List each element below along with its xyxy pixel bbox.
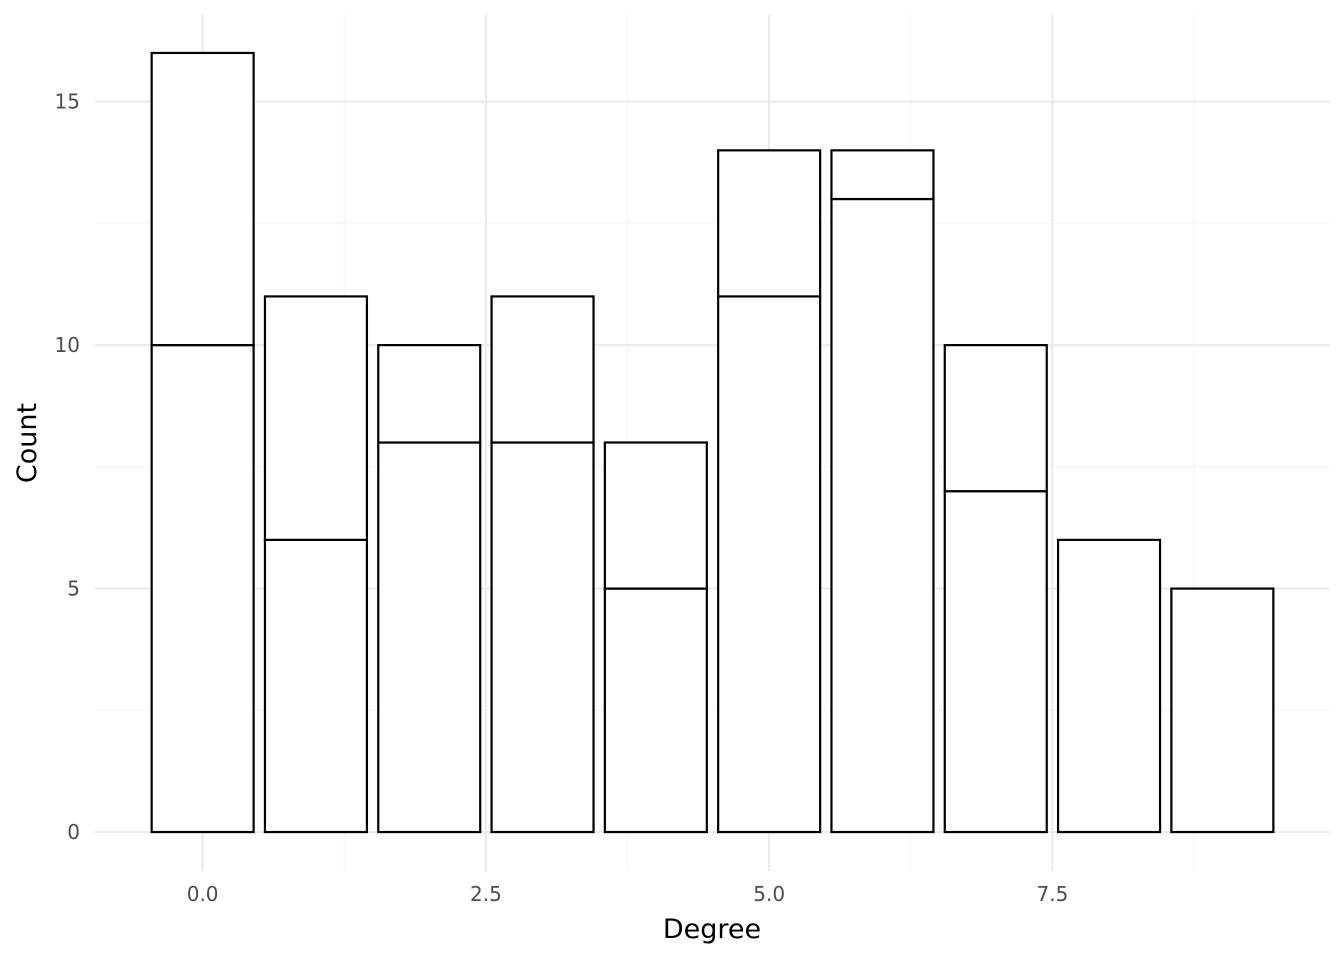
y-tick-label: 15 bbox=[55, 90, 80, 114]
bar-segment bbox=[943, 490, 1048, 834]
y-tick-label: 10 bbox=[55, 333, 80, 357]
bar-segment bbox=[830, 149, 935, 201]
bar-segment bbox=[717, 295, 822, 834]
bar-segment bbox=[1170, 587, 1275, 834]
bar-group bbox=[377, 344, 482, 834]
bar-segment bbox=[943, 344, 1048, 493]
bar-segment bbox=[830, 197, 935, 834]
bar-group bbox=[1056, 538, 1162, 834]
y-tick-label: 0 bbox=[67, 820, 80, 844]
bar-segment bbox=[150, 51, 255, 347]
bar-group bbox=[150, 51, 255, 834]
y-axis-ticks: 0 5 10 15 bbox=[55, 90, 80, 844]
bar-segment bbox=[717, 149, 822, 298]
bar-group bbox=[490, 295, 595, 834]
bar-segment bbox=[377, 344, 482, 444]
bar-group bbox=[717, 149, 822, 834]
x-axis-ticks: 0.0 2.5 5.0 7.5 bbox=[187, 882, 1069, 906]
x-tick-label: 0.0 bbox=[187, 882, 219, 906]
y-tick-label: 5 bbox=[67, 577, 80, 601]
bar-group bbox=[263, 295, 369, 834]
bar-segment bbox=[377, 441, 482, 834]
bar-group bbox=[603, 441, 708, 834]
y-axis-title: Count bbox=[12, 403, 43, 483]
x-axis-title: Degree bbox=[663, 914, 761, 945]
bars bbox=[150, 51, 1275, 834]
bar-segment bbox=[150, 344, 255, 834]
bar-segment bbox=[263, 295, 369, 541]
bar-segment bbox=[490, 441, 595, 834]
bar-segment bbox=[603, 441, 708, 590]
bar-segment bbox=[603, 587, 708, 834]
bar-segment bbox=[490, 295, 595, 444]
x-tick-label: 7.5 bbox=[1037, 882, 1069, 906]
bar-group bbox=[943, 344, 1048, 834]
bar-segment bbox=[263, 538, 369, 834]
bar-group bbox=[1170, 587, 1275, 834]
bar-segment bbox=[1056, 538, 1162, 834]
bar-group bbox=[830, 149, 935, 834]
x-tick-label: 5.0 bbox=[753, 882, 785, 906]
x-tick-label: 2.5 bbox=[470, 882, 502, 906]
